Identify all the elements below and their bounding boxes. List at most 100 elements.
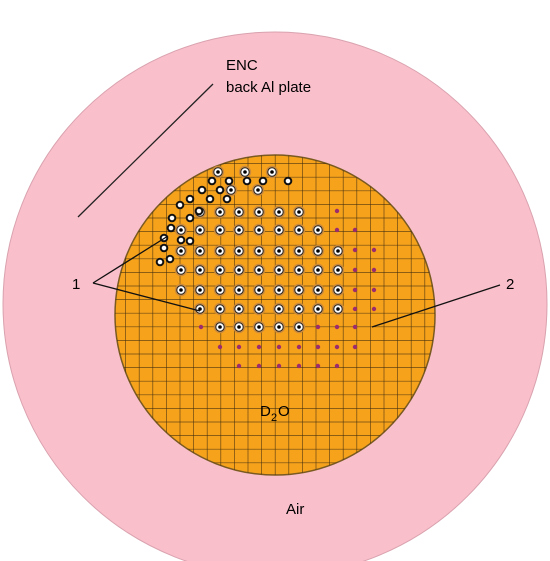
fuel-channel xyxy=(272,263,286,277)
small-channel xyxy=(352,306,358,312)
fuel-channel xyxy=(292,263,306,277)
fuel-channel xyxy=(331,263,345,277)
svg-text:O: O xyxy=(278,403,290,420)
small-channel xyxy=(296,363,302,369)
fuel-channel xyxy=(251,183,265,197)
fuel-channel xyxy=(272,205,286,219)
fuel-channel xyxy=(174,223,188,237)
fuel-channel xyxy=(213,302,227,316)
air-label: Air xyxy=(286,501,304,518)
outer-ring-channel xyxy=(215,185,225,195)
fuel-channel xyxy=(252,283,266,297)
small-channel xyxy=(352,227,358,233)
outer-ring-channel xyxy=(159,243,169,253)
small-channel xyxy=(352,247,358,253)
fuel-channel xyxy=(238,165,252,179)
svg-text:D: D xyxy=(260,403,271,420)
fuel-channel xyxy=(213,223,227,237)
small-channel xyxy=(371,247,377,253)
fuel-channel xyxy=(265,165,279,179)
outer-ring-channel xyxy=(205,194,215,204)
fuel-channel xyxy=(193,244,207,258)
small-channel xyxy=(256,363,262,369)
fuel-channel xyxy=(193,263,207,277)
fuel-channel xyxy=(213,283,227,297)
fuel-channel xyxy=(292,205,306,219)
fuel-channel xyxy=(331,302,345,316)
outer-ring-channel xyxy=(155,257,165,267)
small-channel xyxy=(334,363,340,369)
small-channel xyxy=(296,344,302,350)
enc-label: ENC xyxy=(226,57,258,74)
small-channel xyxy=(236,344,242,350)
small-channel xyxy=(352,267,358,273)
fuel-channel xyxy=(232,320,246,334)
fuel-channel xyxy=(232,223,246,237)
outer-ring-channel xyxy=(207,176,217,186)
small-channel xyxy=(334,208,340,214)
small-channel xyxy=(352,324,358,330)
callout-1-line-a xyxy=(92,235,169,284)
channel-array xyxy=(155,165,377,369)
d2o-label: D 2 O xyxy=(260,403,290,424)
callout-1-label: 1 xyxy=(72,276,80,293)
outer-ring-channel xyxy=(185,236,195,246)
fuel-channel xyxy=(292,320,306,334)
outer-ring-channel xyxy=(185,194,195,204)
small-channel xyxy=(315,324,321,330)
small-channel xyxy=(198,324,204,330)
fuel-channel xyxy=(213,320,227,334)
svg-text:2: 2 xyxy=(271,412,277,424)
small-channel xyxy=(371,287,377,293)
fuel-channel xyxy=(292,244,306,258)
fuel-channel xyxy=(252,302,266,316)
outer-ring-channel xyxy=(166,223,176,233)
small-channel xyxy=(352,287,358,293)
outer-ring-channel xyxy=(194,206,204,216)
small-channel xyxy=(352,344,358,350)
fuel-channel xyxy=(331,283,345,297)
outer-ring-channel xyxy=(224,176,234,186)
enc-plate-label: back Al plate xyxy=(226,79,311,96)
fuel-channel xyxy=(213,263,227,277)
fuel-channel xyxy=(213,205,227,219)
outer-ring-channel xyxy=(185,213,195,223)
fuel-channel xyxy=(272,283,286,297)
fuel-channel xyxy=(311,244,325,258)
fuel-channel xyxy=(252,263,266,277)
fuel-channel xyxy=(311,302,325,316)
fuel-channel xyxy=(193,302,207,316)
small-channel xyxy=(371,306,377,312)
fuel-channel xyxy=(331,244,345,258)
fuel-channel xyxy=(232,244,246,258)
fuel-channel xyxy=(213,244,227,258)
outer-ring-channel xyxy=(167,213,177,223)
fuel-channel xyxy=(272,244,286,258)
small-channel xyxy=(217,344,223,350)
fuel-channel xyxy=(232,283,246,297)
fuel-channel xyxy=(252,244,266,258)
fuel-channel xyxy=(292,302,306,316)
enc-leader-line xyxy=(77,83,214,218)
outer-ring-channel xyxy=(175,200,185,210)
fuel-channel xyxy=(292,223,306,237)
callout-2-line xyxy=(371,284,501,328)
small-channel xyxy=(334,324,340,330)
fuel-channel xyxy=(252,205,266,219)
fuel-channel xyxy=(292,283,306,297)
fuel-channel xyxy=(211,165,225,179)
fuel-channel xyxy=(252,320,266,334)
small-channel xyxy=(334,344,340,350)
fuel-channel xyxy=(174,263,188,277)
fuel-channel xyxy=(193,283,207,297)
outer-ring-channel xyxy=(258,176,268,186)
small-channel xyxy=(276,344,282,350)
fuel-channel xyxy=(232,263,246,277)
callout-1-line-b xyxy=(92,282,201,312)
fuel-channel xyxy=(232,205,246,219)
fuel-channel xyxy=(311,283,325,297)
outer-ring-channel xyxy=(222,194,232,204)
fuel-channel xyxy=(174,283,188,297)
fuel-channel xyxy=(272,223,286,237)
